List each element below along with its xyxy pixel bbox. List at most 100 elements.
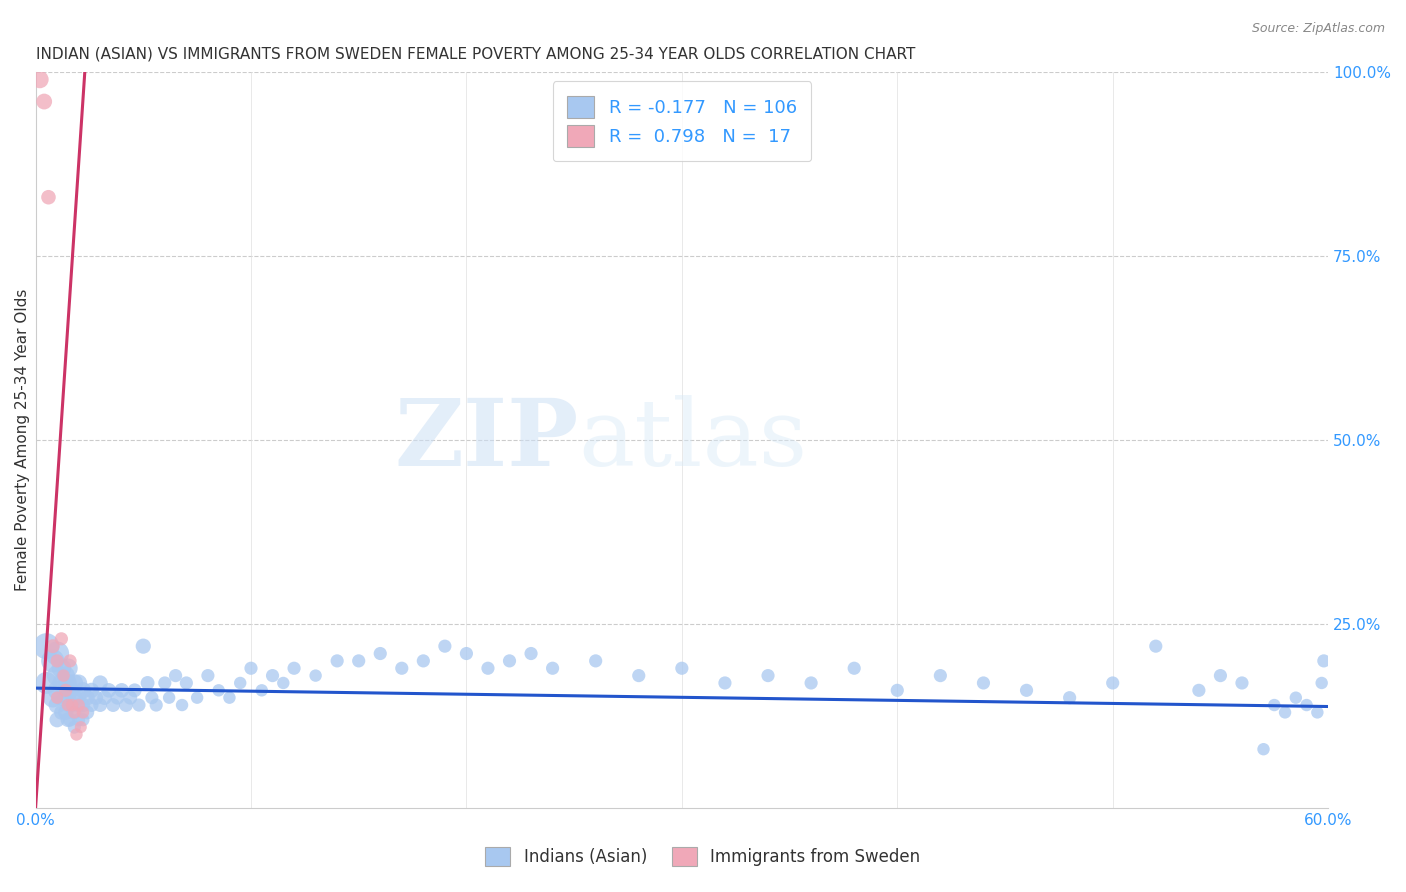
Point <box>28 72 51 87</box>
Point <box>1230 676 1253 690</box>
Point <box>844 661 866 675</box>
Point <box>80 683 103 698</box>
Point <box>800 676 823 690</box>
Point <box>63 690 86 705</box>
Point <box>89 698 111 712</box>
Point <box>89 676 111 690</box>
Point <box>218 690 240 705</box>
Point <box>76 706 98 720</box>
Point <box>176 676 198 690</box>
Point <box>124 683 146 698</box>
Point <box>63 720 86 734</box>
Point <box>585 654 607 668</box>
Point <box>1306 706 1329 720</box>
Point <box>304 668 326 682</box>
Point <box>35 676 58 690</box>
Point <box>32 95 55 109</box>
Point <box>51 632 73 646</box>
Point <box>59 698 82 712</box>
Point <box>65 727 87 741</box>
Point <box>136 676 159 690</box>
Point <box>128 698 150 712</box>
Y-axis label: Female Poverty Among 25-34 Year Olds: Female Poverty Among 25-34 Year Olds <box>15 289 30 591</box>
Text: ZIP: ZIP <box>394 395 578 485</box>
Point <box>67 698 90 712</box>
Point <box>72 698 94 712</box>
Point <box>72 706 94 720</box>
Point <box>120 690 142 705</box>
Point <box>84 690 107 705</box>
Point <box>55 668 77 682</box>
Point <box>145 698 167 712</box>
Point <box>55 683 77 698</box>
Point <box>283 661 305 675</box>
Point <box>1285 690 1308 705</box>
Point <box>42 639 65 653</box>
Point <box>107 690 129 705</box>
Point <box>1295 698 1317 712</box>
Point <box>541 661 564 675</box>
Point <box>69 720 91 734</box>
Point <box>170 698 193 712</box>
Point <box>1015 683 1038 698</box>
Point <box>1144 639 1167 653</box>
Point <box>46 690 69 705</box>
Point <box>46 698 69 712</box>
Point <box>46 654 69 668</box>
Text: atlas: atlas <box>578 395 807 485</box>
Point <box>262 668 284 682</box>
Point <box>1274 706 1296 720</box>
Point <box>197 668 219 682</box>
Point <box>67 676 90 690</box>
Point <box>1059 690 1081 705</box>
Point <box>1253 742 1275 756</box>
Point <box>55 683 77 698</box>
Point <box>37 190 59 204</box>
Point <box>93 690 115 705</box>
Point <box>520 647 543 661</box>
Point <box>51 690 73 705</box>
Point <box>56 690 79 705</box>
Point <box>886 683 908 698</box>
Point <box>714 676 737 690</box>
Point <box>67 690 90 705</box>
Point <box>72 713 94 727</box>
Point <box>1310 676 1333 690</box>
Point <box>368 647 391 661</box>
Point <box>51 676 73 690</box>
Point <box>240 661 263 675</box>
Point <box>229 676 252 690</box>
Point <box>46 683 69 698</box>
Point <box>756 668 779 682</box>
Point <box>56 661 79 675</box>
Point <box>929 668 952 682</box>
Text: INDIAN (ASIAN) VS IMMIGRANTS FROM SWEDEN FEMALE POVERTY AMONG 25-34 YEAR OLDS CO: INDIAN (ASIAN) VS IMMIGRANTS FROM SWEDEN… <box>35 46 915 62</box>
Point <box>347 654 370 668</box>
Point <box>326 654 349 668</box>
Point <box>59 654 82 668</box>
Point <box>67 713 90 727</box>
Point <box>1313 654 1336 668</box>
Point <box>55 706 77 720</box>
Point <box>271 676 294 690</box>
Legend: R = -0.177   N = 106, R =  0.798   N =  17: R = -0.177 N = 106, R = 0.798 N = 17 <box>553 81 811 161</box>
Point <box>52 668 75 682</box>
Point <box>157 690 180 705</box>
Point <box>165 668 187 682</box>
Point <box>477 661 499 675</box>
Point <box>1101 676 1123 690</box>
Point <box>97 683 120 698</box>
Point <box>627 668 650 682</box>
Point <box>67 698 90 712</box>
Point <box>56 676 79 690</box>
Point <box>63 706 86 720</box>
Point <box>42 690 65 705</box>
Point <box>51 706 73 720</box>
Point <box>63 676 86 690</box>
Point <box>1188 683 1211 698</box>
Legend: Indians (Asian), Immigrants from Sweden: Indians (Asian), Immigrants from Sweden <box>479 840 927 873</box>
Point <box>498 654 520 668</box>
Point <box>671 661 693 675</box>
Point <box>59 683 82 698</box>
Point <box>456 647 478 661</box>
